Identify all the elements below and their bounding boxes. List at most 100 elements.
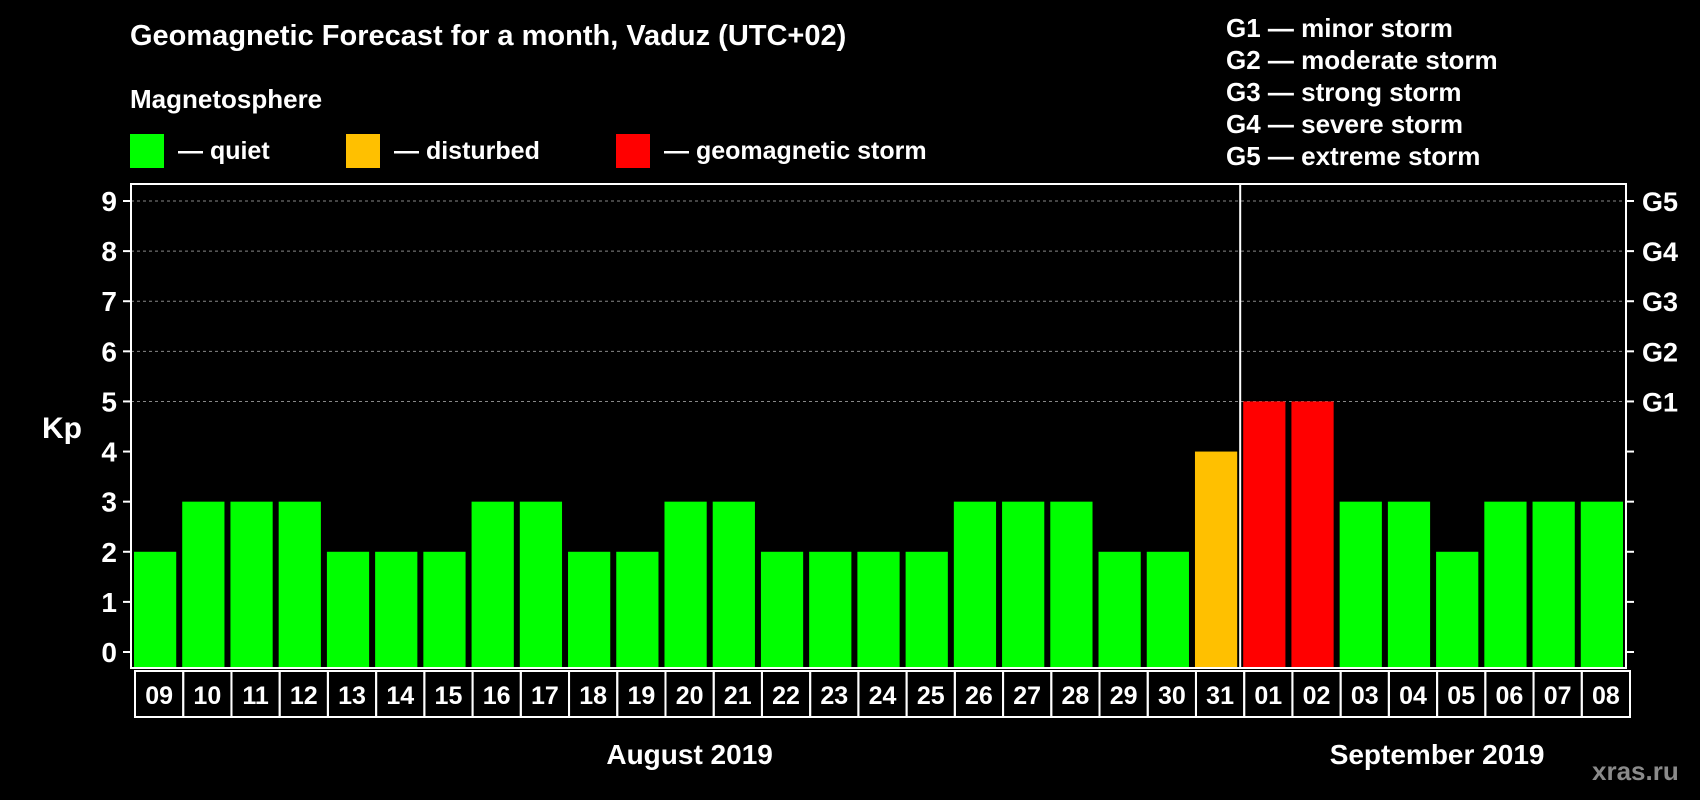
x-tick-label-29: 29 — [1110, 682, 1138, 710]
bar-23 — [809, 551, 852, 668]
bar-18 — [568, 551, 611, 668]
plot-frame — [130, 183, 1627, 669]
bar-22 — [760, 551, 804, 668]
g-scale-g1: G1 — minor storm — [1226, 13, 1453, 43]
bar-30 — [1146, 551, 1189, 668]
bar-05 — [1436, 551, 1479, 668]
legend-swatch-quiet — [130, 134, 164, 168]
watermark: xras.ru — [1592, 756, 1679, 786]
x-tick-label-17: 17 — [531, 682, 559, 710]
bar-13 — [326, 551, 370, 668]
legend-swatch-disturbed — [346, 134, 380, 168]
x-tick-label-22: 22 — [772, 682, 800, 710]
x-tick-label-01: 01 — [1254, 682, 1282, 710]
bar-26 — [953, 501, 997, 668]
legend-label-quiet: — quiet — [178, 136, 270, 165]
right-axis-label-g2: G2 — [1642, 337, 1678, 367]
x-tick-label-06: 06 — [1496, 682, 1524, 710]
legend-item-quiet: — quiet — [130, 134, 270, 168]
x-tick-label-24: 24 — [869, 682, 897, 710]
bar-01 — [1243, 401, 1286, 668]
x-tick-label-19: 19 — [627, 682, 655, 710]
bar-21 — [712, 501, 755, 668]
right-axis-label-g5: G5 — [1642, 187, 1678, 217]
x-tick-label-28: 28 — [1061, 682, 1089, 710]
g-scale-g4: G4 — severe storm — [1226, 109, 1464, 139]
x-tick-label-08: 08 — [1592, 682, 1620, 710]
y-tick-label: 9 — [101, 186, 117, 217]
y-tick-label: 1 — [101, 587, 117, 618]
x-tick-label-14: 14 — [386, 682, 414, 710]
bar-09 — [134, 551, 177, 668]
x-tick-label-25: 25 — [917, 682, 945, 710]
bar-28 — [1050, 501, 1093, 668]
right-axis-label-g4: G4 — [1642, 237, 1678, 267]
x-tick-label-04: 04 — [1399, 682, 1427, 710]
bar-12 — [278, 501, 321, 668]
right-axis-label-g1: G1 — [1642, 387, 1678, 417]
bar-31 — [1194, 451, 1238, 668]
chart-title: Geomagnetic Forecast for a month, Vaduz … — [130, 20, 847, 52]
y-tick-label: 7 — [101, 286, 117, 317]
bar-07 — [1532, 501, 1575, 668]
bar-24 — [857, 551, 900, 668]
y-axis-label: Kp — [42, 412, 82, 445]
y-tick-label: 5 — [101, 386, 117, 417]
x-tick-label-05: 05 — [1447, 682, 1475, 710]
y-tick-label: 3 — [101, 487, 117, 518]
y-tick-label: 6 — [101, 336, 117, 367]
x-tick-label-07: 07 — [1544, 682, 1572, 710]
bar-03 — [1339, 501, 1382, 668]
legend-item-storm: — geomagnetic storm — [616, 134, 927, 168]
bar-08 — [1580, 501, 1623, 668]
x-tick-label-13: 13 — [338, 682, 366, 710]
bar-11 — [230, 501, 273, 668]
x-tick-label-15: 15 — [435, 682, 463, 710]
y-tick-label: 2 — [101, 537, 117, 568]
g-scale-g2: G2 — moderate storm — [1226, 45, 1498, 75]
bar-10 — [182, 501, 225, 668]
x-tick-label-03: 03 — [1351, 682, 1379, 710]
y-tick-label: 4 — [101, 437, 117, 468]
x-tick-label-31: 31 — [1206, 682, 1234, 710]
x-tick-label-18: 18 — [579, 682, 607, 710]
x-tick-label-12: 12 — [290, 682, 318, 710]
x-tick-label-09: 09 — [145, 682, 173, 710]
g-scale-g5: G5 — extreme storm — [1226, 141, 1481, 171]
date-box — [1580, 670, 1631, 718]
bar-02 — [1291, 401, 1334, 668]
bar-04 — [1387, 501, 1431, 668]
bar-19 — [616, 551, 659, 668]
x-tick-label-10: 10 — [193, 682, 221, 710]
g-scale-g3: G3 — strong storm — [1226, 77, 1462, 107]
bar-29 — [1098, 551, 1141, 668]
x-tick-label-21: 21 — [724, 682, 752, 710]
magnetosphere-legend-title: Magnetosphere — [130, 84, 323, 114]
x-tick-label-20: 20 — [676, 682, 704, 710]
bar-25 — [905, 551, 948, 668]
bar-20 — [664, 501, 707, 668]
x-tick-label-11: 11 — [242, 682, 269, 710]
x-tick-label-27: 27 — [1013, 682, 1041, 710]
month-label-1: September 2019 — [1330, 739, 1545, 770]
y-tick-label: 8 — [101, 236, 117, 267]
bar-27 — [1002, 501, 1045, 668]
legend-label-storm: — geomagnetic storm — [664, 136, 927, 165]
bar-14 — [375, 551, 418, 668]
g-scale-legend: G1 — minor storm G2 — moderate storm G3 … — [1226, 12, 1498, 172]
month-label-0: August 2019 — [606, 739, 773, 770]
legend-item-disturbed: — disturbed — [346, 134, 540, 168]
legend-swatch-storm — [616, 134, 650, 168]
x-tick-label-16: 16 — [483, 682, 511, 710]
bar-16 — [471, 501, 514, 668]
y-tick-label: 0 — [101, 637, 117, 668]
x-tick-label-02: 02 — [1303, 682, 1331, 710]
bar-06 — [1484, 501, 1527, 668]
x-tick-label-23: 23 — [820, 682, 848, 710]
right-axis-label-g3: G3 — [1642, 287, 1678, 317]
legend-label-disturbed: — disturbed — [394, 136, 540, 165]
x-tick-label-26: 26 — [965, 682, 993, 710]
bar-17 — [519, 501, 563, 668]
bar-15 — [423, 551, 466, 668]
